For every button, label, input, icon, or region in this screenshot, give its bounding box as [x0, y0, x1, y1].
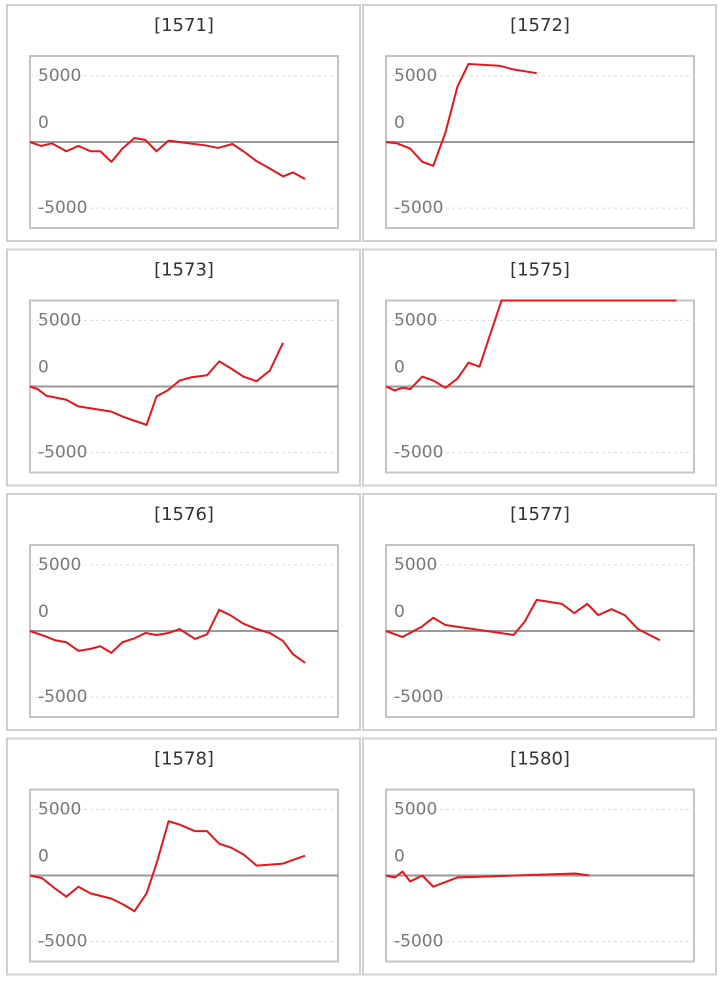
series-line [29, 608, 306, 664]
panel [6, 4, 361, 242]
panel [362, 737, 717, 976]
y-tick-label: -5000 [38, 687, 87, 707]
y-tick-label: 5000 [38, 66, 81, 86]
y-tick-label: -5000 [38, 198, 87, 218]
y-tick-label: -5000 [394, 443, 443, 463]
y-tick-label: 5000 [38, 799, 81, 819]
panel [6, 493, 361, 731]
panel [6, 248, 361, 487]
chart-title: [1573] [154, 260, 214, 281]
y-tick-label: 5000 [394, 799, 437, 819]
chart-title: [1577] [510, 504, 570, 525]
series-line [29, 137, 306, 180]
y-tick-label: 0 [394, 113, 405, 133]
panel [362, 4, 717, 242]
chart-title: [1572] [510, 15, 570, 36]
y-tick-label: 0 [38, 847, 49, 867]
panel [362, 493, 717, 731]
y-tick-label: 5000 [38, 555, 81, 575]
y-tick-label: 0 [394, 847, 405, 867]
y-tick-label: 5000 [38, 310, 81, 330]
chart-title: [1576] [154, 504, 214, 525]
y-tick-label: 0 [38, 113, 49, 133]
series-line [29, 342, 284, 426]
y-tick-label: -5000 [394, 198, 443, 218]
chart-title: [1578] [154, 749, 214, 770]
series-line [29, 820, 306, 913]
chart-title: [1580] [510, 749, 570, 770]
y-tick-label: -5000 [394, 932, 443, 952]
y-tick-label: 0 [394, 602, 405, 622]
y-tick-label: 5000 [394, 555, 437, 575]
y-tick-label: 5000 [394, 310, 437, 330]
series-line [385, 870, 590, 888]
y-tick-label: -5000 [38, 932, 87, 952]
chart-title: [1571] [154, 15, 214, 36]
series-line [385, 598, 661, 642]
chart-title: [1575] [510, 260, 570, 281]
y-tick-label: 5000 [394, 66, 437, 86]
series-line [385, 299, 677, 392]
y-tick-label: 0 [394, 358, 405, 378]
y-tick-label: 0 [38, 602, 49, 622]
series-line [385, 62, 537, 167]
y-tick-label: -5000 [38, 443, 87, 463]
y-tick-label: -5000 [394, 687, 443, 707]
panel [362, 248, 717, 487]
y-tick-label: 0 [38, 358, 49, 378]
